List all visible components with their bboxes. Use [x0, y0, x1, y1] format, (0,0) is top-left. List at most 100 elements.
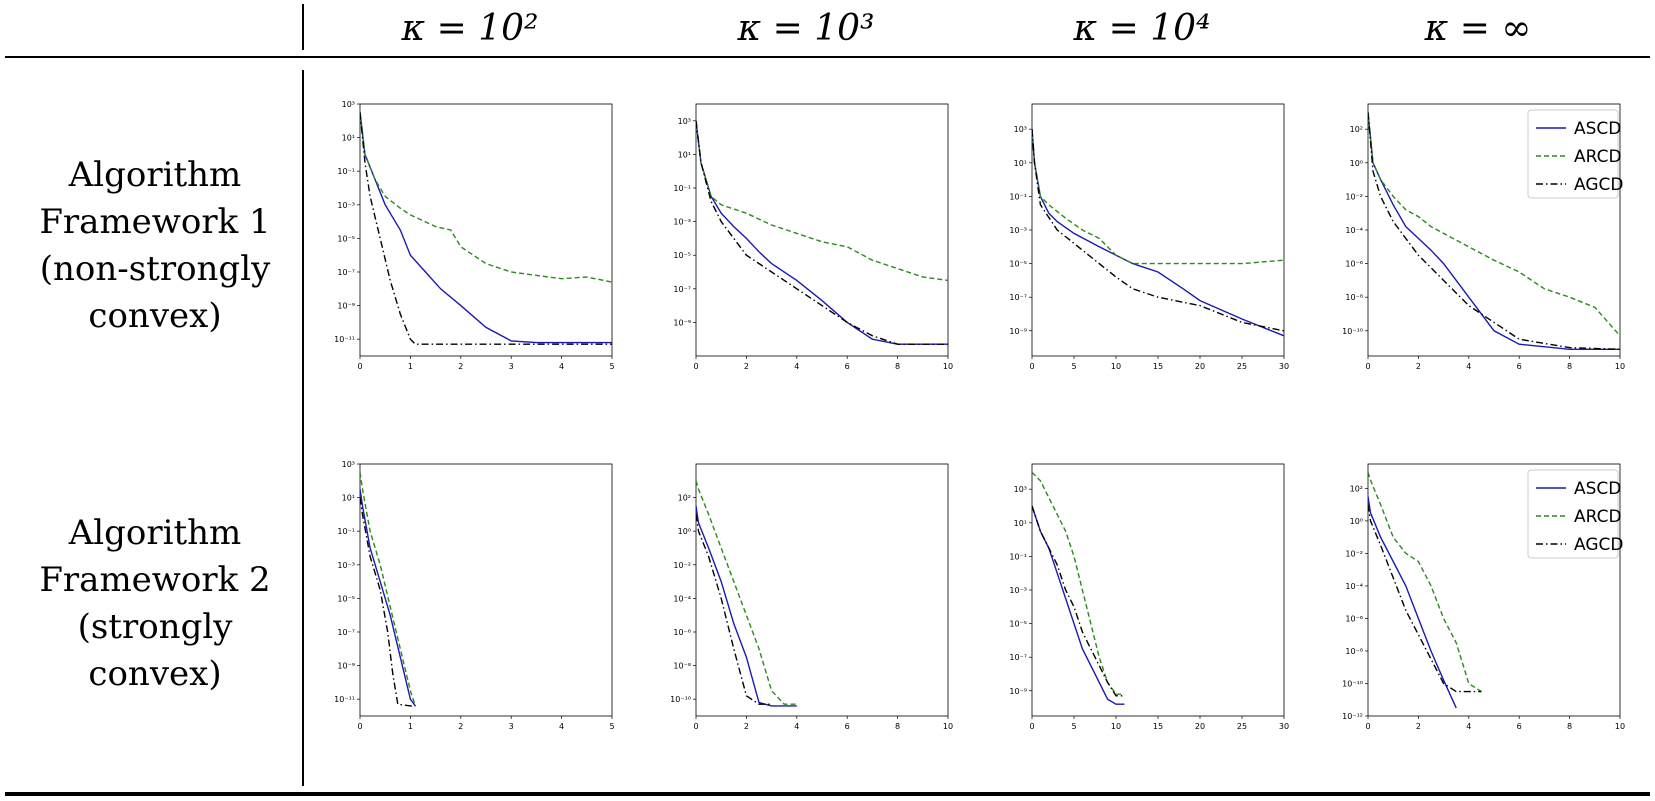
legend-label-ascd: ASCD	[1574, 119, 1621, 139]
series-line-arcd	[1368, 471, 1482, 693]
x-tick-label: 8	[895, 362, 900, 371]
y-tick-label: 10⁻³	[673, 218, 691, 227]
row-label-line: Algorithm	[68, 513, 242, 553]
x-tick-label: 15	[1153, 362, 1163, 371]
legend-box	[1527, 109, 1619, 199]
y-tick-label: 10⁻⁶	[673, 628, 691, 637]
y-tick-label: 10⁻⁹	[673, 318, 691, 327]
x-tick-label: 2	[744, 362, 749, 371]
x-tick-label: 0	[357, 362, 362, 371]
x-tick-label: 1	[408, 722, 413, 731]
x-tick-label: 10	[1615, 362, 1625, 371]
series-line-ascd	[1032, 505, 1125, 705]
y-tick-label: 10⁻²	[1345, 192, 1363, 201]
series-line-agcd	[1368, 112, 1620, 350]
x-tick-label: 6	[845, 722, 850, 731]
row-label-line: Algorithm	[68, 155, 242, 195]
series-line-arcd	[360, 112, 612, 283]
y-tick-label: 10⁻⁹	[337, 662, 355, 671]
x-tick-label: 2	[1416, 362, 1421, 371]
vertical-rule-header	[302, 4, 304, 50]
plot-frame	[359, 463, 613, 717]
y-tick-label: 10⁻⁷	[673, 285, 691, 294]
x-tick-label: 8	[1567, 722, 1572, 731]
x-tick-label: 6	[1517, 362, 1522, 371]
y-tick-label: 10⁻⁸	[1345, 293, 1363, 302]
row-label-framework-2: Algorithm Framework 2 (strongly convex)	[20, 510, 290, 698]
y-tick-label: 10⁻⁹	[337, 302, 355, 311]
x-tick-label: 5	[609, 722, 614, 731]
y-tick-label: 10¹	[1014, 519, 1027, 528]
y-tick-label: 10¹	[342, 494, 355, 503]
row-label-line: convex)	[88, 296, 222, 336]
y-tick-label: 10⁻¹	[337, 527, 355, 536]
series-line-agcd	[1368, 504, 1482, 693]
x-tick-label: 30	[1279, 722, 1289, 731]
series-line-ascd	[1032, 129, 1284, 337]
row-label-line: convex)	[88, 654, 222, 694]
series-line-agcd	[360, 497, 416, 707]
x-tick-label: 4	[559, 362, 564, 371]
series-line-arcd	[696, 480, 797, 705]
y-tick-label: 10⁻⁶	[1345, 614, 1363, 623]
x-tick-label: 10	[1615, 722, 1625, 731]
y-tick-label: 10⁻⁵	[673, 251, 691, 260]
series-line-arcd	[1368, 112, 1620, 337]
y-tick-label: 10⁻⁴	[1345, 582, 1363, 591]
bottom-rule	[5, 792, 1650, 796]
x-tick-label: 0	[1365, 362, 1370, 371]
y-tick-label: 10⁻⁵	[337, 234, 355, 243]
x-tick-label: 2	[1416, 722, 1421, 731]
x-tick-label: 6	[1517, 722, 1522, 731]
x-tick-label: 4	[1466, 722, 1471, 731]
y-tick-label: 10⁻⁹	[1009, 687, 1027, 696]
chart-framework2-kappa-10000: 0 5 10 15 20 25 30 10³ 10¹ 10⁻¹ 10⁻³ 10⁻⁵ 10⁻⁷ 10⁻⁹	[1009, 463, 1289, 731]
y-tick-label: 10⁻¹⁰	[1342, 679, 1363, 688]
row-label-framework-1: Algorithm Framework 1 (non-strongly conv…	[20, 152, 290, 340]
x-tick-label: 2	[458, 722, 463, 731]
plot-frame	[1031, 103, 1285, 357]
x-tick-label: 15	[1153, 722, 1163, 731]
plot-frame	[1031, 463, 1285, 717]
y-tick-label: 10³	[1014, 125, 1027, 134]
column-header-kappa-10000: κ = 10⁴	[1073, 8, 1211, 49]
x-tick-label: 2	[458, 362, 463, 371]
x-tick-label: 4	[794, 362, 799, 371]
y-tick-label: 10⁰	[1350, 517, 1363, 526]
plot-frame	[695, 103, 949, 357]
y-tick-label: 10³	[342, 460, 355, 469]
series-line-ascd	[1368, 496, 1457, 709]
y-tick-label: 10⁻⁴	[673, 594, 691, 603]
chart-framework1-kappa-10000: 0 5 10 15 20 25 30 10³ 10¹ 10⁻¹ 10⁻³ 10⁻⁵ 10⁻⁷ 10⁻⁹	[1009, 103, 1289, 371]
legend-label-arcd: ARCD	[1574, 147, 1622, 167]
x-tick-label: 25	[1237, 722, 1247, 731]
x-tick-label: 30	[1279, 362, 1289, 371]
series-line-agcd	[1032, 129, 1284, 332]
legend-label-ascd: ASCD	[1574, 479, 1621, 499]
series-line-ascd	[360, 489, 416, 707]
row-label-line: (strongly	[77, 607, 233, 647]
y-tick-label: 10⁻²	[673, 561, 691, 570]
x-tick-label: 8	[1567, 362, 1572, 371]
y-tick-label: 10⁻³	[337, 201, 355, 210]
series-line-arcd	[360, 472, 417, 707]
y-tick-label: 10⁻⁴	[1345, 226, 1363, 235]
x-tick-label: 0	[1029, 722, 1034, 731]
y-tick-label: 10⁻⁸	[673, 662, 691, 671]
x-tick-label: 0	[693, 362, 698, 371]
x-tick-label: 3	[509, 362, 514, 371]
x-tick-label: 0	[1365, 722, 1370, 731]
y-tick-label: 10⁻³	[1009, 586, 1027, 595]
row-label-line: Framework 1	[39, 202, 271, 242]
y-tick-label: 10⁻⁷	[337, 268, 355, 277]
y-tick-label: 10⁻¹⁰	[1342, 327, 1363, 336]
x-tick-label: 20	[1195, 722, 1205, 731]
y-tick-label: 10⁻⁶	[1345, 260, 1363, 269]
x-tick-label: 10	[943, 722, 953, 731]
series-line-arcd	[1032, 129, 1284, 265]
y-tick-label: 10²	[678, 494, 691, 503]
series-line-agcd	[360, 112, 612, 345]
vertical-rule-body	[302, 70, 304, 786]
series-line-ascd	[696, 120, 948, 345]
y-tick-label: 10⁻⁷	[1009, 293, 1027, 302]
